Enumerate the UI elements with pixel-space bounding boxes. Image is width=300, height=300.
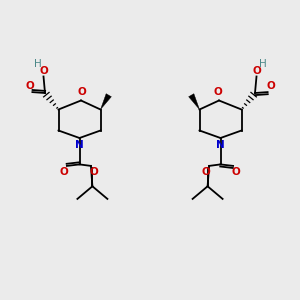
Text: O: O [252,66,261,76]
Text: O: O [25,81,34,91]
Text: H: H [259,59,266,69]
Text: O: O [77,87,86,97]
Text: O: O [214,87,223,97]
Text: O: O [89,167,98,177]
Text: O: O [232,167,241,177]
Text: N: N [216,140,225,150]
Text: N: N [75,140,84,150]
Text: H: H [34,59,41,69]
Text: O: O [266,81,275,91]
Text: O: O [39,66,48,76]
Polygon shape [100,94,111,109]
Text: O: O [59,167,68,177]
Polygon shape [189,94,200,109]
Text: O: O [202,167,211,177]
